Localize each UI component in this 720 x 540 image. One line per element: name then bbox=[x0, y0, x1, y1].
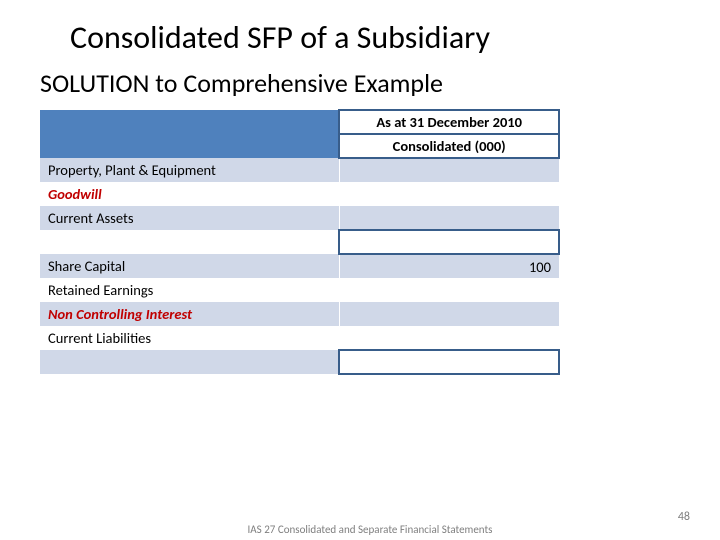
table-row-value bbox=[339, 230, 559, 254]
table-row-value bbox=[339, 206, 559, 230]
table-row-value bbox=[339, 326, 559, 350]
table-row-value bbox=[339, 158, 559, 182]
header-spacer-1 bbox=[40, 110, 339, 134]
table-row-value bbox=[339, 350, 559, 374]
table-row-value bbox=[339, 302, 559, 326]
table-row-label: Non Controlling Interest bbox=[40, 302, 339, 326]
table-row-value: 100 bbox=[339, 254, 559, 278]
table-header-date: As at 31 December 2010 bbox=[339, 110, 559, 134]
sfp-table: As at 31 December 2010 Consolidated (000… bbox=[40, 109, 560, 375]
table-row-label: Share Capital bbox=[40, 254, 339, 278]
table-row-label bbox=[40, 350, 339, 374]
footer-text: IAS 27 Consolidated and Separate Financi… bbox=[240, 524, 500, 537]
table-row-value bbox=[339, 278, 559, 302]
table-row-value bbox=[339, 182, 559, 206]
page-number: 48 bbox=[678, 510, 690, 524]
table-row-label: Goodwill bbox=[40, 182, 339, 206]
table-header-column: Consolidated (000) bbox=[339, 134, 559, 158]
header-spacer-2 bbox=[40, 134, 339, 158]
table-row-label bbox=[40, 230, 339, 254]
slide-subtitle: SOLUTION to Comprehensive Example bbox=[40, 67, 680, 99]
table-row-label: Current Assets bbox=[40, 206, 339, 230]
slide-title: Consolidated SFP of a Subsidiary bbox=[70, 18, 680, 57]
table-row-label: Retained Earnings bbox=[40, 278, 339, 302]
table-row-label: Property, Plant & Equipment bbox=[40, 158, 339, 182]
table-row-label: Current Liabilities bbox=[40, 326, 339, 350]
